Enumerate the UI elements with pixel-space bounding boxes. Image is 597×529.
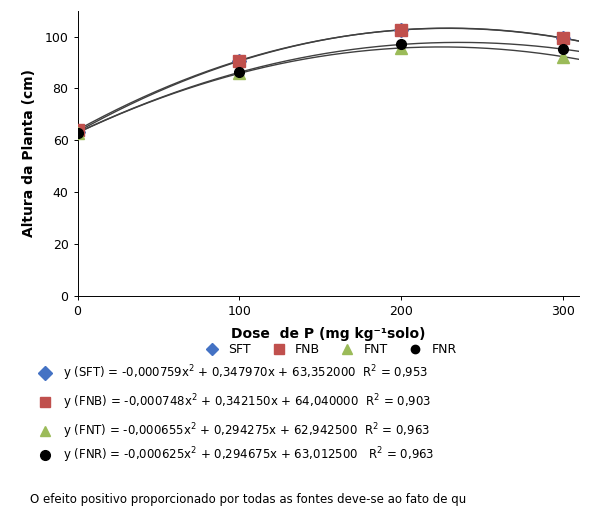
X-axis label: Dose  de P (mg kg⁻¹solo): Dose de P (mg kg⁻¹solo) (231, 326, 426, 341)
Text: y (FNT) = -0,000655x$^2$ + 0,294275x + 62,942500  R$^2$ = 0,963: y (FNT) = -0,000655x$^2$ + 0,294275x + 6… (63, 421, 430, 441)
Text: y (FNR) = -0,000625x$^2$ + 0,294675x + 63,012500   R$^2$ = 0,963: y (FNR) = -0,000625x$^2$ + 0,294675x + 6… (63, 445, 434, 465)
Text: y (FNB) = -0,000748x$^2$ + 0,342150x + 64,040000  R$^2$ = 0,903: y (FNB) = -0,000748x$^2$ + 0,342150x + 6… (63, 392, 431, 412)
Legend: SFT, FNB, FNT, FNR: SFT, FNB, FNT, FNR (195, 339, 462, 361)
Text: y (SFT) = -0,000759x$^2$ + 0,347970x + 63,352000  R$^2$ = 0,953: y (SFT) = -0,000759x$^2$ + 0,347970x + 6… (63, 363, 428, 383)
Text: O efeito positivo proporcionado por todas as fontes deve-se ao fato de qu: O efeito positivo proporcionado por toda… (30, 494, 466, 506)
Y-axis label: Altura da Planta (cm): Altura da Planta (cm) (22, 69, 36, 238)
